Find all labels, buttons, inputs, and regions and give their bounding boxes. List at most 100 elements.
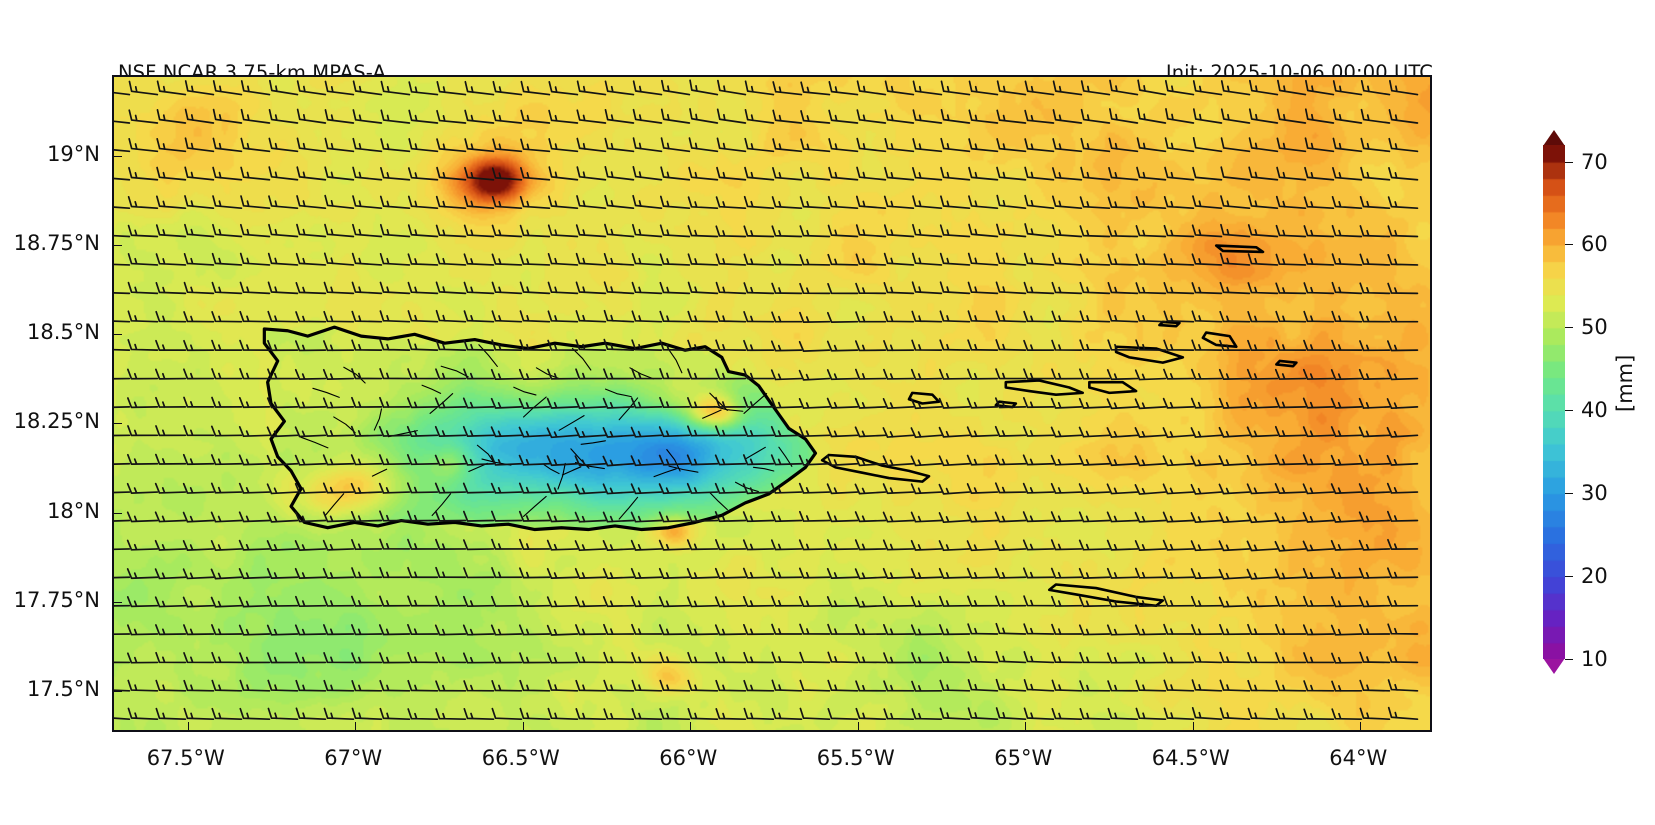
wind-barb — [1218, 568, 1251, 580]
wind-barb — [379, 368, 411, 380]
wind-barb — [940, 80, 971, 96]
wind-barb — [1190, 540, 1223, 552]
wind-barb — [114, 689, 131, 692]
wind-barb — [211, 707, 243, 721]
wind-barb — [352, 109, 383, 124]
wind-barb — [883, 368, 915, 380]
wind-barb — [1162, 483, 1195, 495]
wind-barb — [463, 253, 495, 266]
wind-barb — [212, 166, 243, 181]
wind-barb — [604, 223, 635, 238]
wind-barb — [351, 396, 383, 408]
wind-barb — [574, 567, 607, 579]
wind-barb — [1050, 567, 1083, 579]
wind-barb — [658, 454, 691, 466]
wind-barb — [1332, 166, 1363, 181]
wind-barb — [407, 651, 439, 664]
wind-barb — [687, 707, 719, 721]
wind-barb — [268, 223, 299, 238]
wind-barb — [211, 679, 243, 692]
wind-barb — [491, 707, 523, 721]
wind-barb — [114, 661, 131, 664]
wind-barb — [602, 568, 635, 580]
wind-barb — [1302, 624, 1335, 636]
wind-barb — [520, 109, 551, 124]
wind-barb — [1163, 368, 1195, 380]
longitude-tick — [1025, 722, 1027, 730]
wind-barb — [1275, 623, 1307, 636]
wind-barb — [156, 80, 187, 96]
wind-barb — [1079, 368, 1111, 380]
wind-barb — [1106, 483, 1139, 495]
wind-barb — [239, 339, 271, 351]
wind-barb — [548, 166, 579, 181]
wind-barb — [715, 310, 747, 323]
wind-barb — [266, 567, 299, 579]
wind-barb — [687, 679, 719, 692]
wind-barb — [1387, 225, 1419, 238]
wind-barb — [938, 397, 971, 409]
wind-barb — [994, 567, 1027, 579]
wind-barb — [1109, 108, 1139, 124]
wind-barb — [826, 483, 859, 495]
wind-barb — [1248, 166, 1279, 181]
wind-barb — [238, 624, 271, 636]
longitude-tick-label: 67.5°W — [146, 746, 225, 770]
wind-barb — [1080, 80, 1111, 96]
wind-barb — [435, 538, 467, 550]
wind-barb — [1359, 282, 1391, 295]
wind-barb — [1023, 595, 1055, 607]
wind-barb — [1135, 225, 1167, 238]
wind-barb — [238, 482, 271, 494]
wind-barb — [576, 166, 607, 181]
wind-barb — [1220, 80, 1251, 96]
wind-barb — [686, 454, 719, 466]
wind-barb — [714, 454, 747, 466]
wind-barb — [491, 680, 523, 692]
wind-barb — [464, 80, 495, 96]
wind-barb — [1387, 679, 1419, 692]
wind-barb — [519, 538, 551, 550]
wind-barb — [1135, 310, 1167, 323]
wind-barb — [211, 396, 243, 408]
wind-barb — [491, 652, 523, 664]
wind-barb — [967, 281, 999, 295]
wind-barb — [770, 340, 803, 352]
wind-barb — [1330, 624, 1363, 636]
wind-barb — [435, 195, 467, 210]
wind-barb — [1274, 368, 1307, 380]
wind-barb — [743, 623, 775, 636]
wind-barb — [882, 596, 915, 608]
wind-barb — [717, 79, 747, 96]
wind-barb — [1191, 651, 1223, 664]
wind-barb — [827, 282, 859, 295]
wind-barb — [1248, 137, 1279, 153]
wind-barb — [462, 595, 495, 608]
wind-barb — [1275, 282, 1307, 295]
wind-barb — [114, 717, 131, 721]
wind-barb — [659, 339, 691, 351]
wind-barb — [239, 252, 271, 266]
wind-barb — [660, 79, 691, 96]
wind-barb — [1302, 454, 1335, 466]
wind-barb — [686, 567, 719, 579]
wind-barb — [156, 166, 187, 181]
wind-barb — [1051, 167, 1083, 181]
wind-barb — [547, 224, 579, 238]
wind-barb — [939, 224, 971, 238]
wind-barb — [128, 166, 159, 181]
wind-barb — [519, 281, 551, 295]
wind-barb — [1163, 281, 1195, 295]
wind-barb — [407, 338, 439, 351]
wind-barb — [883, 680, 915, 692]
wind-barb — [491, 567, 523, 579]
wind-barb — [491, 510, 523, 522]
wind-barb — [268, 195, 299, 210]
wind-barb — [1387, 651, 1419, 664]
wind-barb — [574, 511, 607, 523]
wind-barb — [938, 426, 971, 438]
wind-barb — [910, 539, 943, 551]
wind-barb — [1023, 281, 1055, 295]
wind-barb — [770, 482, 803, 494]
wind-barb — [1051, 651, 1083, 664]
